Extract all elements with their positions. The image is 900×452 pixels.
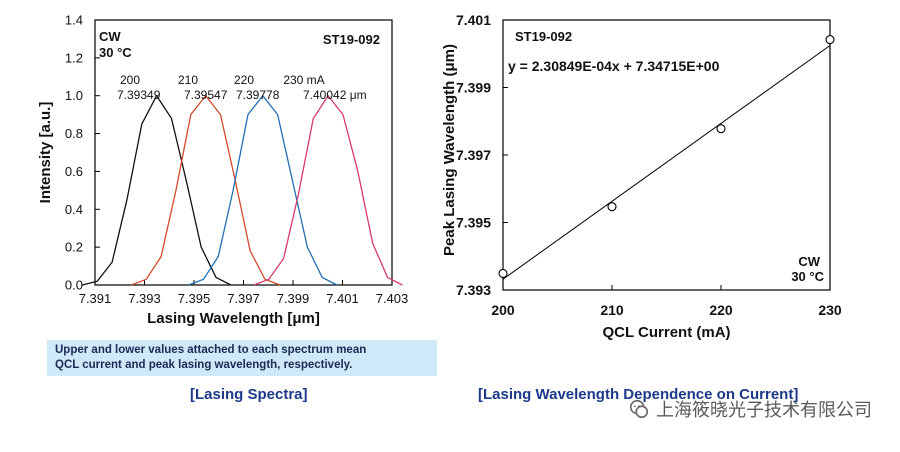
y-tick-label: 0.0: [65, 278, 83, 293]
data-point-2: [716, 124, 726, 134]
y-tick-label: 7.401: [456, 12, 491, 28]
current-label-3: 230 mA: [283, 73, 324, 87]
x-tick-label: 220: [709, 302, 733, 318]
y-axis-label: Peak Lasing Wavelength (μm): [441, 44, 458, 256]
y-tick-label: 0.2: [65, 240, 83, 255]
spectrum-line-0: [82, 95, 232, 286]
y-tick-label: 1.2: [65, 50, 83, 65]
x-tick-label: 7.397: [227, 291, 260, 306]
current-label-1: 210: [178, 73, 198, 87]
fit-equation: y = 2.30849E-04x + 7.34715E+00: [508, 58, 720, 74]
data-point-3: [825, 35, 835, 45]
x-tick-label: 210: [600, 302, 624, 318]
wavelength-vs-current-chart: 200 210 220 230 7.393 7.395 7.397 7.399 7.401 QCL…: [441, 12, 842, 341]
x-tick-label: 7.395: [178, 291, 211, 306]
temp-label: 30 °C: [99, 45, 132, 60]
peak-label-2: 7.39778: [236, 88, 280, 102]
spectrum-line-2: [188, 95, 338, 286]
x-axis-label: Lasing Wavelength [μm]: [147, 310, 320, 327]
watermark-text: 上海筱晓光子技术有限公司: [656, 400, 872, 421]
sample-label: ST19-092: [515, 29, 572, 44]
y-tick-label: 1.0: [65, 88, 83, 103]
note-line-2: QCL current and peak lasing wavelength, …: [55, 359, 353, 371]
temp-label: 30 °C: [791, 269, 824, 284]
peak-label-3: 7.40042 μm: [303, 88, 367, 102]
x-axis-label: QCL Current (mA): [602, 324, 730, 341]
y-tick-label: 0.8: [65, 126, 83, 141]
x-tick-label: 7.391: [79, 291, 112, 306]
y-tick-label: 0.4: [65, 202, 83, 217]
x-tick-label: 7.399: [277, 291, 310, 306]
watermark: 上海筱晓光子技术有限公司: [628, 396, 872, 422]
sample-label: ST19-092: [323, 32, 380, 47]
data-point-1: [607, 202, 617, 212]
lasing-spectra-chart: 7.391 7.393 7.395 7.397 7.399 7.401 7.403 0.0 0.…: [37, 13, 409, 328]
peak-label-1: 7.39547: [184, 88, 228, 102]
caption-wavelength-dependence: [Lasing Wavelength Dependence on Current…: [478, 386, 799, 403]
y-tick-label: 7.395: [456, 215, 491, 231]
plot-frame: [94, 19, 393, 286]
spectrum-line-3: [253, 95, 403, 286]
peak-label-0: 7.39349: [117, 88, 161, 102]
spectrum-line-1: [131, 95, 281, 286]
caption-lasing-spectra: [Lasing Spectra]: [190, 386, 308, 403]
note-line-1: Upper and lower values attached to each …: [55, 344, 367, 356]
y-tick-label: 0.6: [65, 164, 83, 179]
mode-label: CW: [798, 254, 820, 269]
y-tick-label: 7.399: [456, 80, 491, 96]
x-tick-label: 230: [818, 302, 842, 318]
x-tick-label: 7.403: [376, 291, 409, 306]
data-point-0: [498, 268, 508, 279]
current-label-2: 220: [234, 73, 254, 87]
y-tick-label: 7.397: [456, 147, 491, 163]
y-tick-label: 1.4: [65, 13, 83, 28]
y-axis-label: Intensity [a.u.]: [37, 102, 54, 204]
x-tick-label: 7.393: [128, 291, 161, 306]
spectrum-note: Upper and lower values attached to each …: [47, 340, 437, 376]
x-tick-label: 7.401: [326, 291, 359, 306]
mode-label: CW: [99, 29, 121, 44]
fit-line: [502, 45, 831, 280]
current-label-0: 200: [120, 73, 140, 87]
x-tick-label: 200: [491, 302, 515, 318]
y-tick-label: 7.393: [456, 282, 491, 298]
wechat-icon: [629, 399, 649, 419]
